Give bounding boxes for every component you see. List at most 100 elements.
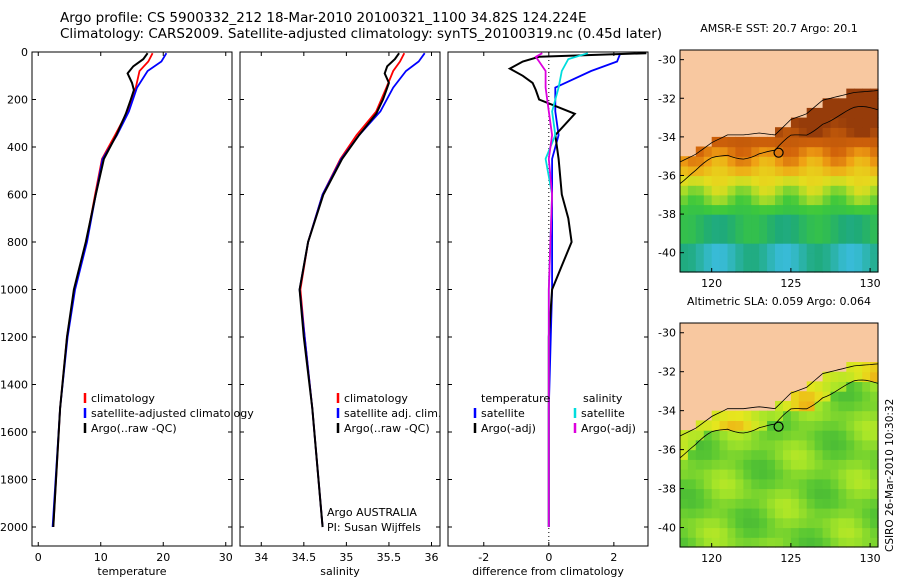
sst-map-cell xyxy=(870,243,879,254)
sla-map-cell xyxy=(854,449,863,460)
depth-tick-label: 0 xyxy=(21,46,28,59)
sla-map-cell xyxy=(870,371,879,382)
sst-map-cell xyxy=(846,117,855,128)
sla-map-cell xyxy=(822,517,832,529)
sla-map-cell xyxy=(727,537,736,548)
sst-map-cell xyxy=(830,98,839,109)
sst-map-cell xyxy=(687,223,697,234)
sst-map-cell xyxy=(767,136,776,148)
sst-map-cell xyxy=(822,262,832,273)
sst-map-cell xyxy=(822,243,832,254)
sla-map-cell xyxy=(759,420,768,431)
header-line-2: Climatology: CARS2009. Satellite-adjuste… xyxy=(60,26,663,42)
sst-map-cell xyxy=(759,136,768,148)
sla-map-cell xyxy=(870,517,879,529)
sla-map-cell xyxy=(806,537,816,548)
credit-label: CSIRO 26-Mar-2010 10:30:32 xyxy=(884,398,896,552)
sla-map-cell xyxy=(767,469,776,480)
sla-map-cell xyxy=(751,469,760,480)
sst-map-cell xyxy=(703,175,713,186)
sst-map-cell xyxy=(727,194,736,206)
sst-map-cell xyxy=(783,146,792,157)
sst-map-cell xyxy=(703,165,713,177)
sla-map-cell xyxy=(783,488,792,499)
sla-map-cell xyxy=(854,478,863,490)
sla-map-cell xyxy=(830,420,839,431)
sst-map-cell xyxy=(846,107,855,119)
sla-map-cell xyxy=(798,391,808,402)
sst-map-cell xyxy=(703,214,713,225)
sst-map-cell xyxy=(743,214,752,225)
sla-map-cell xyxy=(759,508,768,519)
sst-map-cell xyxy=(727,214,736,225)
sla-map-cell xyxy=(790,537,800,548)
sst-map-cell xyxy=(711,223,721,234)
sla-map-cell xyxy=(854,527,863,538)
sst-map-cell xyxy=(846,98,855,109)
depth-tick-label: 1200 xyxy=(0,331,28,344)
sla-map-cell xyxy=(711,527,721,538)
sst-map-cell xyxy=(838,185,847,196)
legend-temperature-heading: temperature xyxy=(481,392,550,405)
sst-map-cell xyxy=(862,175,871,186)
sla-map-cell xyxy=(806,381,816,392)
sst-map-cell xyxy=(719,233,729,244)
sst-map-cell xyxy=(711,136,721,148)
sla-map-cell xyxy=(743,478,752,490)
sla-map-cell xyxy=(862,469,871,480)
sla-map-cell xyxy=(711,430,721,441)
sla-map-cell xyxy=(711,478,721,490)
sla-map-cell xyxy=(806,430,816,441)
difference-xtick-label: -2 xyxy=(478,551,489,564)
sla-map-cell xyxy=(719,439,729,451)
sla-map-cell xyxy=(814,410,824,421)
salinity-xtick-label: 34.5 xyxy=(292,551,317,564)
sla-map-cell xyxy=(830,537,839,548)
sla-map-cell xyxy=(814,459,824,470)
sla-map-cell xyxy=(743,537,752,548)
sst-map-cell xyxy=(806,136,816,148)
temperature-xlabel: temperature xyxy=(97,565,166,578)
salinity-xtick-label: 35 xyxy=(339,551,353,564)
salinity-xlabel: salinity xyxy=(320,565,360,578)
sst-map-cell xyxy=(680,233,689,244)
sst-map-cell xyxy=(862,117,871,128)
sla-map-cell xyxy=(703,469,713,480)
sla-map-cell xyxy=(838,449,847,460)
sst-map-cell xyxy=(759,175,768,186)
sst-map-cell xyxy=(727,262,736,273)
legend-argo: Argo(..raw -QC) xyxy=(91,422,177,435)
sla-map-cell xyxy=(727,459,736,470)
sla-map-cell xyxy=(814,488,824,499)
sst-map-frame xyxy=(679,49,879,273)
sla-map-cell xyxy=(822,371,832,382)
sst-map-cell xyxy=(680,243,689,254)
sst-map-cell xyxy=(680,214,689,225)
sst-map-cell xyxy=(735,233,744,244)
sla-map-cell xyxy=(790,449,800,460)
sla-map-cell xyxy=(854,498,863,509)
sst-map-cell xyxy=(751,194,760,206)
sla-map-cell xyxy=(719,449,729,460)
sst-map-cell xyxy=(806,214,816,225)
depth-tick-label: 1800 xyxy=(0,474,28,487)
sst-map-cell xyxy=(743,185,752,196)
sla-map-cell xyxy=(830,517,839,529)
sla-map-cell xyxy=(870,420,879,431)
sla-map-cell xyxy=(822,488,832,499)
sla-map-cell xyxy=(711,439,721,451)
sst-map-cell xyxy=(814,204,824,215)
salinity-xtick-label: 35.5 xyxy=(377,551,402,564)
sla-map-cell xyxy=(703,449,713,460)
sst-map-cell xyxy=(822,98,832,109)
sla-map-cell xyxy=(814,439,824,451)
sst-map-cell xyxy=(695,223,705,234)
sst-map-cell xyxy=(711,252,721,263)
sst-map-cell xyxy=(743,156,752,167)
sst-map-cell xyxy=(862,127,871,138)
sla-map-cell xyxy=(870,478,879,490)
sst-map-cell xyxy=(798,194,808,206)
sst-map-cell xyxy=(870,204,879,215)
sla-map-cell xyxy=(790,508,800,519)
sst-map-cell xyxy=(783,127,792,138)
